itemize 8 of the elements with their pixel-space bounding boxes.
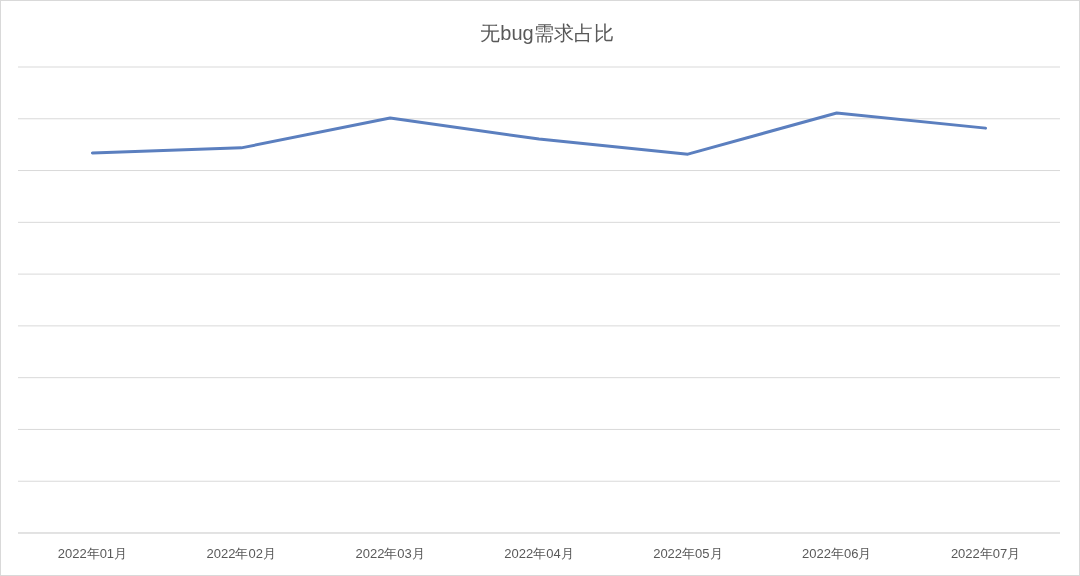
x-tick-label: 2022年03月 [355, 546, 425, 561]
x-tick-label: 2022年02月 [206, 546, 276, 561]
x-tick-label: 2022年05月 [653, 546, 723, 561]
x-tick-label: 2022年07月 [950, 546, 1021, 561]
x-tick-label: 2022年06月 [802, 546, 872, 561]
x-tick-label: 2022年01月 [57, 546, 128, 561]
chart-title: 无bug需求占比 [480, 22, 614, 44]
x-tick-label: 2022年04月 [504, 546, 574, 561]
